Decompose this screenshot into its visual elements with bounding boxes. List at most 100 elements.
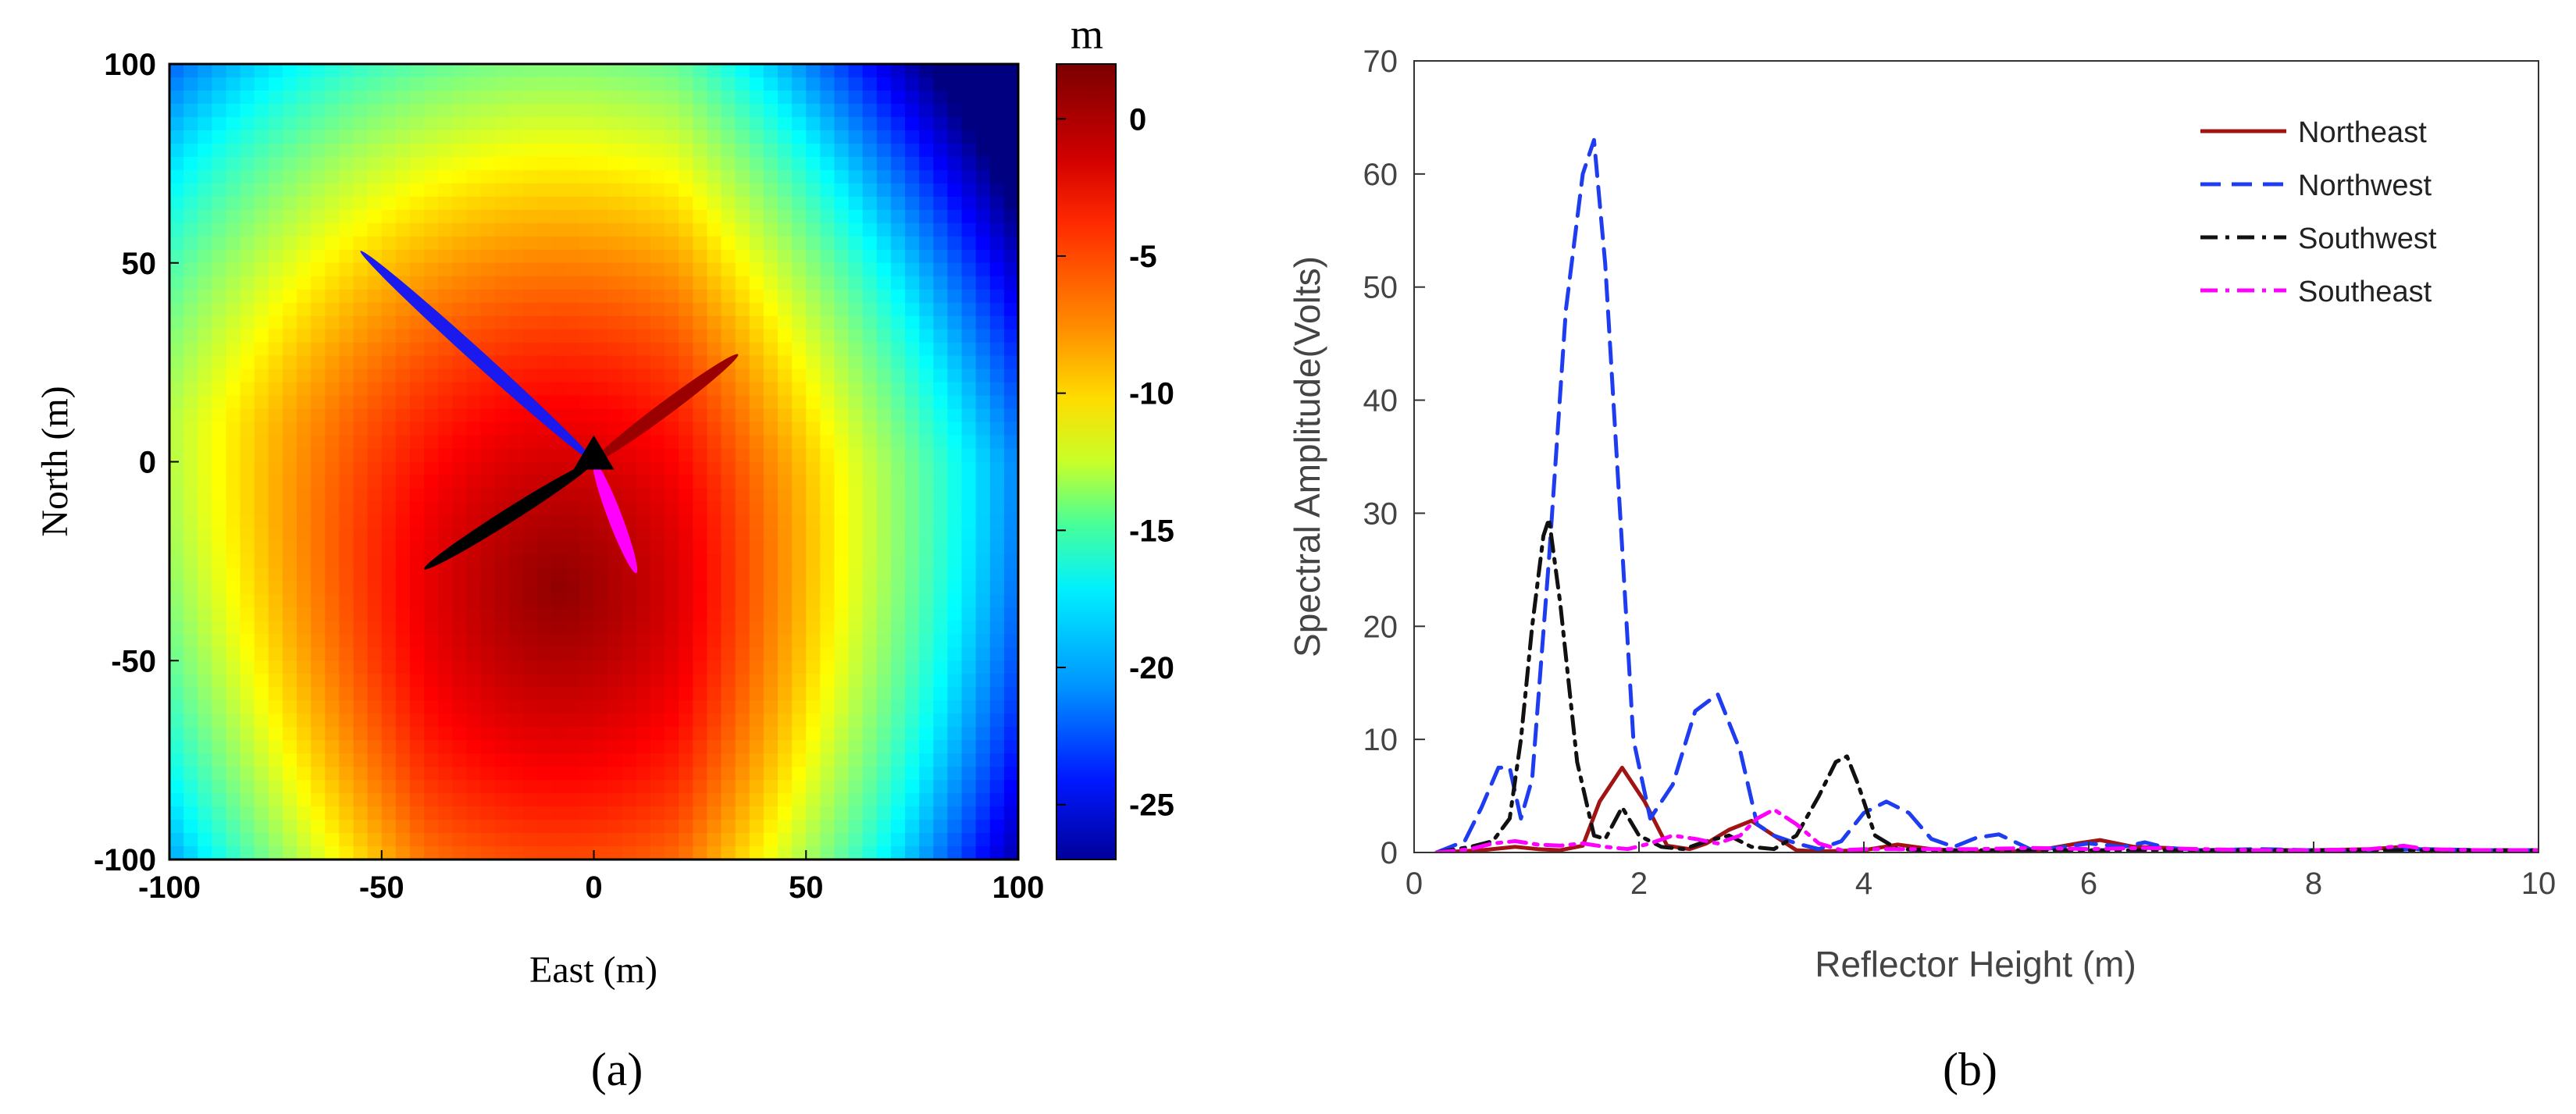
- map-cell: [876, 77, 892, 91]
- map-cell: [679, 514, 693, 529]
- map-cell: [452, 554, 468, 568]
- map-cell: [522, 568, 538, 582]
- map-cell: [820, 753, 836, 767]
- map-cell: [325, 395, 340, 410]
- map-cell: [933, 315, 949, 330]
- map-cell: [735, 342, 750, 357]
- map-cell: [522, 156, 538, 171]
- map-cell: [947, 368, 963, 383]
- map-cell: [778, 395, 793, 410]
- map-cell: [466, 408, 482, 423]
- map-cell: [607, 833, 623, 847]
- map-cell: [494, 621, 510, 635]
- map-cell: [254, 395, 269, 410]
- map-cell: [325, 488, 340, 503]
- map-cell: [749, 700, 764, 714]
- map-cell: [325, 289, 340, 304]
- map-cell: [240, 156, 255, 171]
- map-cell: [212, 514, 227, 529]
- map-cell: [508, 183, 524, 198]
- map-cell: [763, 183, 779, 198]
- map-cell: [862, 528, 878, 542]
- map-cell: [1003, 568, 1018, 582]
- map-cell: [494, 634, 510, 648]
- series-line-southwest: [1434, 517, 2539, 852]
- map-cell: [438, 395, 453, 410]
- map-cell: [480, 740, 496, 754]
- map-cell: [792, 475, 807, 489]
- map-cell: [820, 169, 836, 184]
- map-cell: [834, 528, 850, 542]
- map-cell: [311, 700, 326, 714]
- map-cell: [395, 461, 411, 476]
- map-cell: [933, 806, 949, 820]
- map-cell: [282, 236, 298, 251]
- map-cell: [395, 793, 411, 807]
- map-cell: [551, 103, 566, 118]
- map-cell: [297, 368, 312, 383]
- map-cell: [183, 767, 198, 781]
- map-cell: [424, 700, 439, 714]
- map-cell: [339, 143, 355, 158]
- map-cell: [707, 475, 722, 489]
- map-cell: [494, 236, 510, 251]
- map-cell: [297, 183, 312, 198]
- map-cell: [735, 395, 750, 410]
- map-cell: [763, 77, 779, 91]
- map-cell: [693, 143, 708, 158]
- map-cell: [438, 382, 453, 397]
- map-cell: [664, 355, 679, 370]
- map-cell: [848, 90, 864, 105]
- map-cell: [947, 422, 963, 436]
- map-cell: [212, 714, 227, 728]
- map-cell: [792, 355, 807, 370]
- map-cell: [169, 422, 184, 436]
- map-cell: [381, 209, 397, 224]
- map-cell: [707, 780, 722, 794]
- map-cell: [424, 514, 439, 529]
- map-cell: [169, 634, 184, 648]
- map-cell: [297, 621, 312, 635]
- map-cell: [792, 395, 807, 410]
- map-cell: [876, 408, 892, 423]
- map-cell: [664, 475, 679, 489]
- map-cell: [890, 355, 906, 370]
- map-cell: [268, 475, 283, 489]
- map-cell: [975, 183, 991, 198]
- map-cell: [381, 382, 397, 397]
- map-cell: [778, 169, 793, 184]
- map-cell: [679, 541, 693, 555]
- map-cell: [169, 143, 184, 158]
- map-cell: [381, 528, 397, 542]
- map-cell: [834, 302, 850, 317]
- map-cell: [508, 594, 524, 608]
- map-cell: [636, 514, 651, 529]
- map-cell: [933, 355, 949, 370]
- map-cell: [212, 315, 227, 330]
- map-cell: [989, 780, 1005, 794]
- map-cell: [438, 156, 453, 171]
- map-cell: [862, 435, 878, 450]
- map-cell: [424, 77, 439, 91]
- map-cell: [749, 846, 764, 860]
- map-cell: [537, 793, 552, 807]
- map-cell: [792, 169, 807, 184]
- map-cell: [339, 64, 355, 78]
- map-cell: [438, 621, 453, 635]
- map-cell: [226, 143, 241, 158]
- map-cell: [820, 143, 836, 158]
- map-cell: [353, 621, 369, 635]
- map-cell: [778, 541, 793, 555]
- map-cell: [876, 780, 892, 794]
- map-cell: [367, 435, 383, 450]
- map-cell: [508, 156, 524, 171]
- map-cell: [890, 262, 906, 277]
- map-cell: [961, 408, 977, 423]
- map-cell: [579, 727, 595, 741]
- map-cell: [749, 528, 764, 542]
- map-cell: [650, 368, 665, 383]
- map-cell: [820, 461, 836, 476]
- map-cell: [395, 103, 411, 118]
- map-cell: [494, 528, 510, 542]
- map-cell: [862, 554, 878, 568]
